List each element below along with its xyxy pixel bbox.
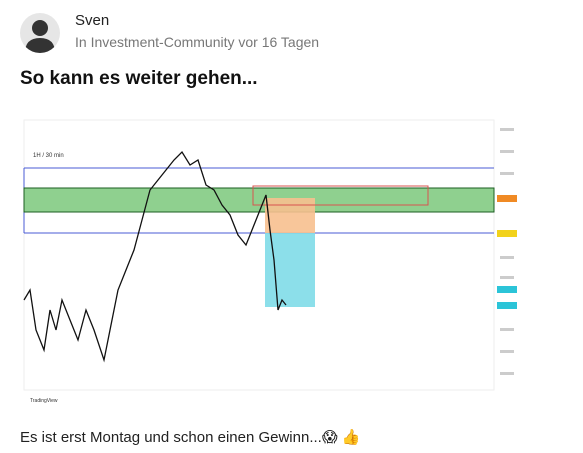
avatar-icon (25, 20, 55, 53)
chart-timeframe: 1H / 30 min (33, 153, 64, 159)
post-title: So kann es weiter gehen... (20, 68, 258, 89)
post-body: Es ist erst Montag und schon einen Gewin… (20, 429, 361, 446)
avatar[interactable] (20, 13, 60, 53)
author[interactable]: Sven (75, 12, 110, 29)
chart-watermark: TradingView (30, 398, 58, 404)
post-image[interactable]: 1H / 30 min TradingView (20, 108, 520, 408)
post-meta: In Investment-Community vor 16 Tagen (75, 34, 320, 50)
